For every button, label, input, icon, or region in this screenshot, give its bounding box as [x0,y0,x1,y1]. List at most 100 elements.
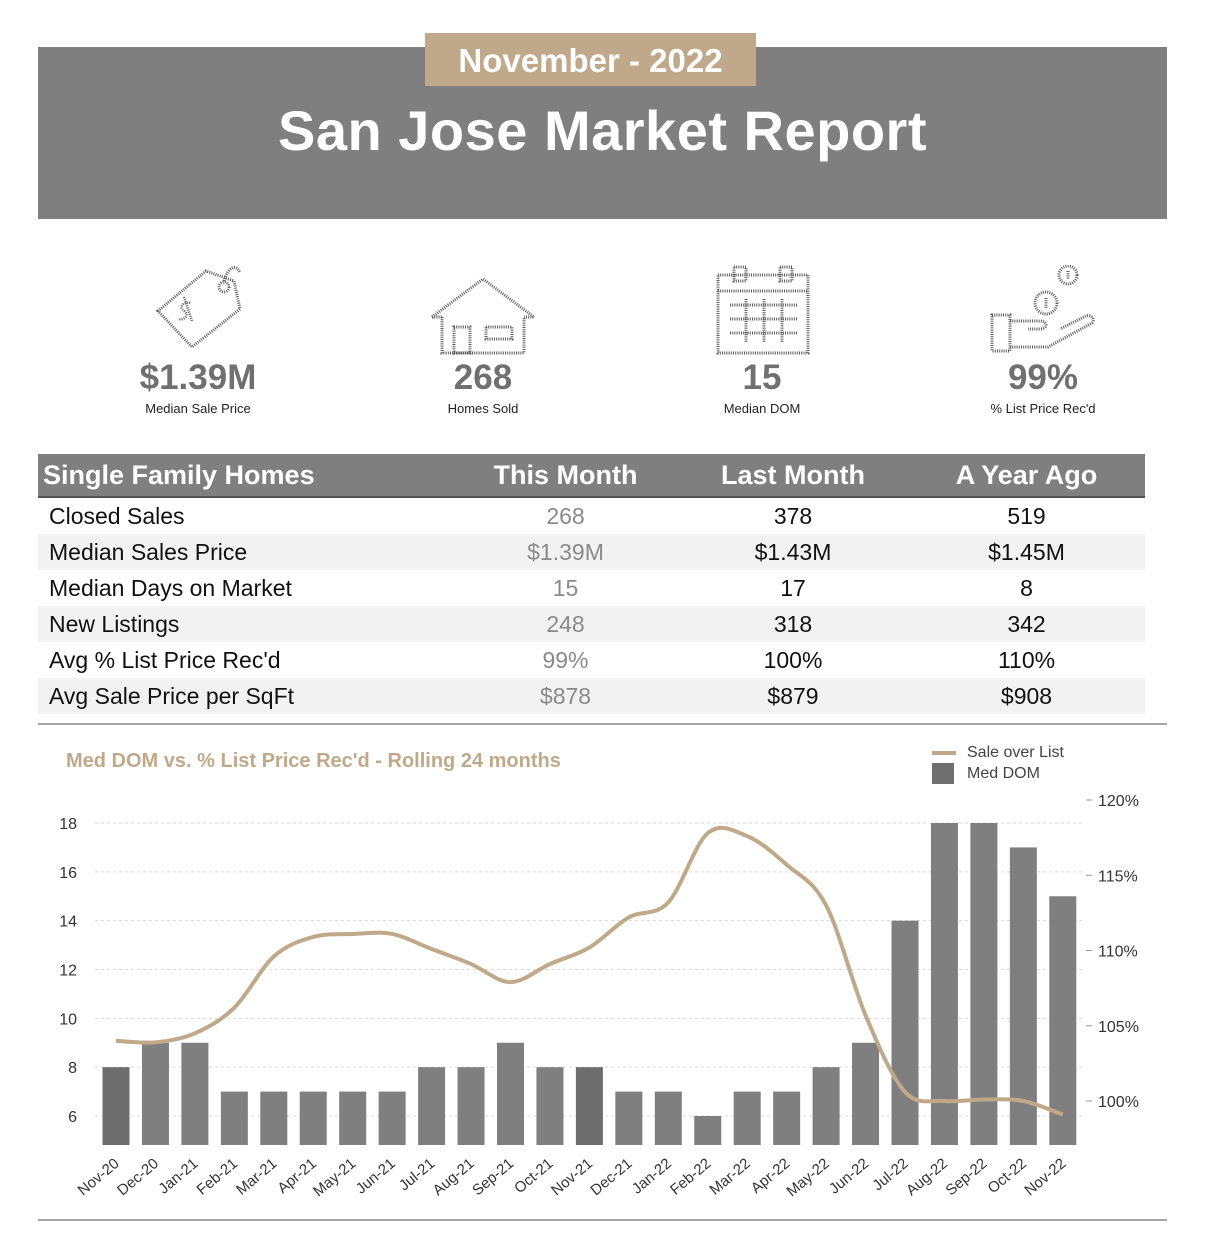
metric-name: Median Days on Market [49,574,292,601]
stat-label: Median Sale Price [145,401,251,416]
x-tick-label: Feb-21 [194,1155,241,1199]
last-month-value: $879 [678,678,908,714]
stat-homes-sold: 268 Homes Sold [363,255,603,416]
bar-med-dom [102,1067,130,1145]
calendar-icon [642,255,882,355]
house-icon [363,255,603,355]
year-ago-value: 8 [1020,574,1033,601]
legend-item-sale-over-list: Sale over List [932,742,1064,763]
x-tick-label: Nov-22 [1021,1155,1069,1199]
stat-value: $1.39M [139,358,257,397]
table-header-row: Single Family Homes This Month Last Mont… [38,454,1145,498]
this-month-value: $1.39M [453,534,678,570]
stat-label: Homes Sold [447,401,519,416]
metric-name: Avg Sale Price per SqFt [38,678,453,714]
x-tick-label: Sep-21 [469,1155,517,1199]
divider [38,1219,1167,1221]
report-title: San Jose Market Report [278,99,927,162]
column-header: A Year Ago [908,454,1145,498]
table-row: Median Days on Market 15 17 8 [38,570,1145,606]
bar-med-dom [299,1091,327,1145]
year-ago-value: 342 [908,606,1145,642]
bar-med-dom [970,823,998,1145]
this-month-value: 268 [546,502,585,529]
metrics-table: Single Family Homes This Month Last Mont… [38,454,1145,714]
y-left-tick-label: 10 [59,1011,77,1028]
bar-med-dom [1049,896,1077,1145]
this-month-value: 248 [453,606,678,642]
metric-name: Closed Sales [49,502,185,529]
bar-med-dom [891,920,919,1145]
y-right-tick-label: 105% [1098,1019,1139,1036]
chart-legend: Sale over List Med DOM [932,742,1064,784]
x-tick-label: Feb-22 [667,1155,714,1199]
x-tick-label: Jan-21 [155,1155,201,1198]
bar-med-dom [260,1091,288,1145]
x-tick-label: Aug-21 [430,1155,478,1199]
x-tick-label: Dec-21 [587,1155,635,1199]
bar-med-dom [615,1091,643,1145]
bar-med-dom [181,1042,209,1145]
column-header: This Month [453,454,678,498]
x-tick-label: Aug-22 [903,1155,951,1199]
x-tick-label: May-22 [783,1155,832,1200]
bar-med-dom [575,1067,603,1145]
bar-med-dom [852,1042,880,1145]
legend-line-swatch [932,750,956,755]
x-tick-label: Dec-20 [114,1155,162,1199]
stat-median-sale-price: $1.39M Median Sale Price [78,255,318,416]
bar-med-dom [812,1067,840,1145]
this-month-value: 99% [542,646,589,673]
column-header: Last Month [678,454,908,498]
metric-name: Avg % List Price Rec'd [49,646,281,673]
bar-med-dom [141,1042,169,1145]
this-month-value: $878 [453,678,678,714]
stat-label: % List Price Rec'd [990,401,1096,416]
line-sale-over-list [115,825,1064,1117]
stat-list-price-received: 99% % List Price Rec'd [923,255,1163,416]
table-row: Avg Sale Price per SqFt $878 $879 $908 [38,678,1145,714]
y-left-tick-label: 12 [59,963,77,980]
x-tick-label: Mar-21 [233,1155,280,1199]
bar-med-dom [1009,847,1037,1145]
stat-median-dom: 15 Median DOM [642,255,882,416]
x-tick-label: May-21 [310,1155,359,1200]
hand-coins-icon [923,255,1163,355]
bar-med-dom [220,1091,248,1145]
last-month-value: 17 [780,574,806,601]
bar-med-dom [654,1091,682,1145]
bar-med-dom [418,1067,446,1145]
y-right-tick-label: 115% [1098,868,1138,885]
x-tick-label: Nov-20 [75,1155,123,1199]
report-month-badge: November - 2022 [425,33,756,86]
column-header: Single Family Homes [38,454,453,498]
stat-value: 268 [453,358,513,397]
x-tick-label: Mar-22 [706,1155,753,1199]
divider [38,723,1167,725]
metric-name: Median Sales Price [38,534,453,570]
stat-value: 99% [1007,358,1079,397]
x-tick-label: Oct-22 [985,1155,1030,1197]
x-tick-label: Oct-21 [511,1155,556,1197]
y-left-tick-label: 14 [59,914,77,931]
stat-value: 15 [742,358,782,397]
year-ago-value: 110% [997,646,1056,673]
y-left-tick-label: 18 [59,816,77,833]
last-month-value: 318 [678,606,908,642]
y-left-tick-label: 6 [68,1109,77,1126]
table-row: Median Sales Price $1.39M $1.43M $1.45M [38,534,1145,570]
bar-med-dom [457,1067,485,1145]
x-tick-label: Sep-22 [942,1155,990,1199]
legend-label: Sale over List [967,743,1064,761]
table-row: Avg % List Price Rec'd 99% 100% 110% [38,642,1145,678]
x-tick-label: Jun-21 [353,1155,399,1198]
table-row: New Listings 248 318 342 [38,606,1145,642]
legend-item-med-dom: Med DOM [932,763,1064,784]
bar-med-dom [536,1067,564,1145]
bar-med-dom [930,823,958,1145]
bar-med-dom [694,1116,722,1145]
y-right-tick-label: 100% [1098,1094,1139,1111]
metric-name: New Listings [38,606,453,642]
legend-label: Med DOM [967,764,1040,782]
x-tick-label: Jun-22 [826,1155,872,1198]
